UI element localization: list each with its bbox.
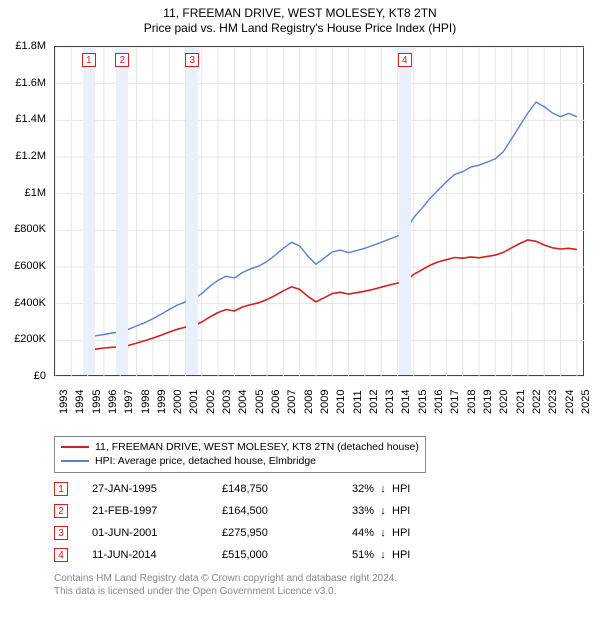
x-tick-label: 2001 xyxy=(188,390,200,414)
x-tick-label: 2018 xyxy=(466,390,478,414)
x-tick-label: 2025 xyxy=(580,390,592,414)
sale-marker-box: 2 xyxy=(115,53,129,67)
sale-marker-box: 1 xyxy=(82,53,96,67)
sale-pct: 51% xyxy=(332,549,374,561)
x-tick-label: 2005 xyxy=(254,390,266,414)
sale-number-box: 1 xyxy=(54,482,68,496)
down-arrow-icon: ↓ xyxy=(374,483,392,495)
x-tick-label: 2022 xyxy=(531,390,543,414)
x-tick-label: 2012 xyxy=(368,390,380,414)
x-tick-label: 2016 xyxy=(433,390,445,414)
x-tick-label: 2013 xyxy=(384,390,396,414)
sale-price: £148,750 xyxy=(222,483,332,495)
sale-date: 11-JUN-2014 xyxy=(92,549,222,561)
sale-date: 27-JAN-1995 xyxy=(92,483,222,495)
sale-band xyxy=(83,47,95,375)
y-tick-label: £0 xyxy=(34,370,46,382)
footer-line-2: This data is licensed under the Open Gov… xyxy=(54,585,588,598)
hpi-label: HPI xyxy=(392,549,432,561)
x-tick-label: 1993 xyxy=(58,390,70,414)
y-tick-label: £1.2M xyxy=(15,150,46,162)
sale-marker-box: 4 xyxy=(398,53,412,67)
y-tick-label: £1M xyxy=(25,187,46,199)
legend-row: HPI: Average price, detached house, Elmb… xyxy=(61,454,419,468)
title-block: 11, FREEMAN DRIVE, WEST MOLESEY, KT8 2TN… xyxy=(0,0,600,36)
x-tick-label: 2009 xyxy=(319,390,331,414)
x-tick-label: 2019 xyxy=(482,390,494,414)
x-tick-label: 1997 xyxy=(123,390,135,414)
sale-price: £275,950 xyxy=(222,527,332,539)
sale-number-box: 3 xyxy=(54,526,68,540)
chart-legend: 11, FREEMAN DRIVE, WEST MOLESEY, KT8 2TN… xyxy=(54,436,426,473)
sale-pct: 33% xyxy=(332,505,374,517)
x-tick-label: 1995 xyxy=(91,390,103,414)
hpi-label: HPI xyxy=(392,527,432,539)
sales-table-row: 3 01-JUN-2001£275,95044%↓HPI xyxy=(54,522,432,544)
x-tick-label: 2014 xyxy=(400,390,412,414)
y-tick-label: £1.8M xyxy=(15,40,46,52)
sale-price: £164,500 xyxy=(222,505,332,517)
sale-band xyxy=(186,47,198,375)
legend-label: HPI: Average price, detached house, Elmb… xyxy=(95,454,316,468)
sales-table-row: 1 27-JAN-1995£148,75032%↓HPI xyxy=(54,478,432,500)
chart-plot-area: 1 2 3 4 xyxy=(54,46,584,376)
x-tick-label: 2003 xyxy=(221,390,233,414)
sales-table: 127-JAN-1995£148,75032%↓HPI221-FEB-1997£… xyxy=(54,478,432,566)
down-arrow-icon: ↓ xyxy=(374,527,392,539)
sale-date: 01-JUN-2001 xyxy=(92,527,222,539)
sale-pct: 32% xyxy=(332,483,374,495)
y-tick-label: £1.6M xyxy=(15,77,46,89)
y-tick-label: £400K xyxy=(14,297,46,309)
down-arrow-icon: ↓ xyxy=(374,549,392,561)
sale-date: 21-FEB-1997 xyxy=(92,505,222,517)
y-tick-label: £800K xyxy=(14,223,46,235)
x-tick-label: 1998 xyxy=(140,390,152,414)
x-tick-label: 1996 xyxy=(107,390,119,414)
sale-number-box: 2 xyxy=(54,504,68,518)
x-tick-label: 2011 xyxy=(352,390,364,414)
legend-swatch xyxy=(61,460,89,462)
x-tick-label: 1994 xyxy=(74,390,86,414)
sale-band xyxy=(399,47,411,375)
chart-title-address: 11, FREEMAN DRIVE, WEST MOLESEY, KT8 2TN xyxy=(0,6,600,21)
x-tick-label: 2004 xyxy=(237,390,249,414)
y-tick-label: £1.4M xyxy=(15,113,46,125)
x-tick-label: 2024 xyxy=(564,390,576,414)
x-tick-label: 1999 xyxy=(156,390,168,414)
x-tick-label: 2021 xyxy=(515,390,527,414)
legend-row: 11, FREEMAN DRIVE, WEST MOLESEY, KT8 2TN… xyxy=(61,440,419,454)
x-tick-label: 2017 xyxy=(449,390,461,414)
legend-label: 11, FREEMAN DRIVE, WEST MOLESEY, KT8 2TN… xyxy=(95,440,419,454)
hpi-label: HPI xyxy=(392,483,432,495)
x-axis-labels: 1993 1994 1995 1996 1997 1998 1999 2000 2001 2002… xyxy=(54,380,584,436)
sale-marker-box: 3 xyxy=(185,53,199,67)
x-tick-label: 2002 xyxy=(205,390,217,414)
sale-number-box: 4 xyxy=(54,548,68,562)
sales-table-row: 4 11-JUN-2014£515,00051%↓HPI xyxy=(54,544,432,566)
x-tick-label: 2023 xyxy=(547,390,559,414)
x-tick-label: 2006 xyxy=(270,390,282,414)
x-tick-label: 2008 xyxy=(303,390,315,414)
x-tick-label: 2010 xyxy=(335,390,347,414)
footer-attribution: Contains HM Land Registry data © Crown c… xyxy=(54,572,588,598)
sale-price: £515,000 xyxy=(222,549,332,561)
y-tick-label: £200K xyxy=(14,333,46,345)
chart-svg xyxy=(55,47,585,377)
sale-pct: 44% xyxy=(332,527,374,539)
legend-swatch xyxy=(61,446,89,448)
sales-table-row: 2 21-FEB-1997£164,50033%↓HPI xyxy=(54,500,432,522)
x-tick-label: 2015 xyxy=(417,390,429,414)
x-tick-label: 2000 xyxy=(172,390,184,414)
chart-subtitle: Price paid vs. HM Land Registry's House … xyxy=(0,21,600,36)
sale-band xyxy=(116,47,128,375)
x-tick-label: 2020 xyxy=(498,390,510,414)
footer-line-1: Contains HM Land Registry data © Crown c… xyxy=(54,572,588,585)
x-tick-label: 2007 xyxy=(286,390,298,414)
y-tick-label: £600K xyxy=(14,260,46,272)
down-arrow-icon: ↓ xyxy=(374,505,392,517)
hpi-label: HPI xyxy=(392,505,432,517)
y-axis-labels: £0£200K£400K£600K£800K£1M£1.2M£1.4M£1.6M… xyxy=(0,46,50,376)
